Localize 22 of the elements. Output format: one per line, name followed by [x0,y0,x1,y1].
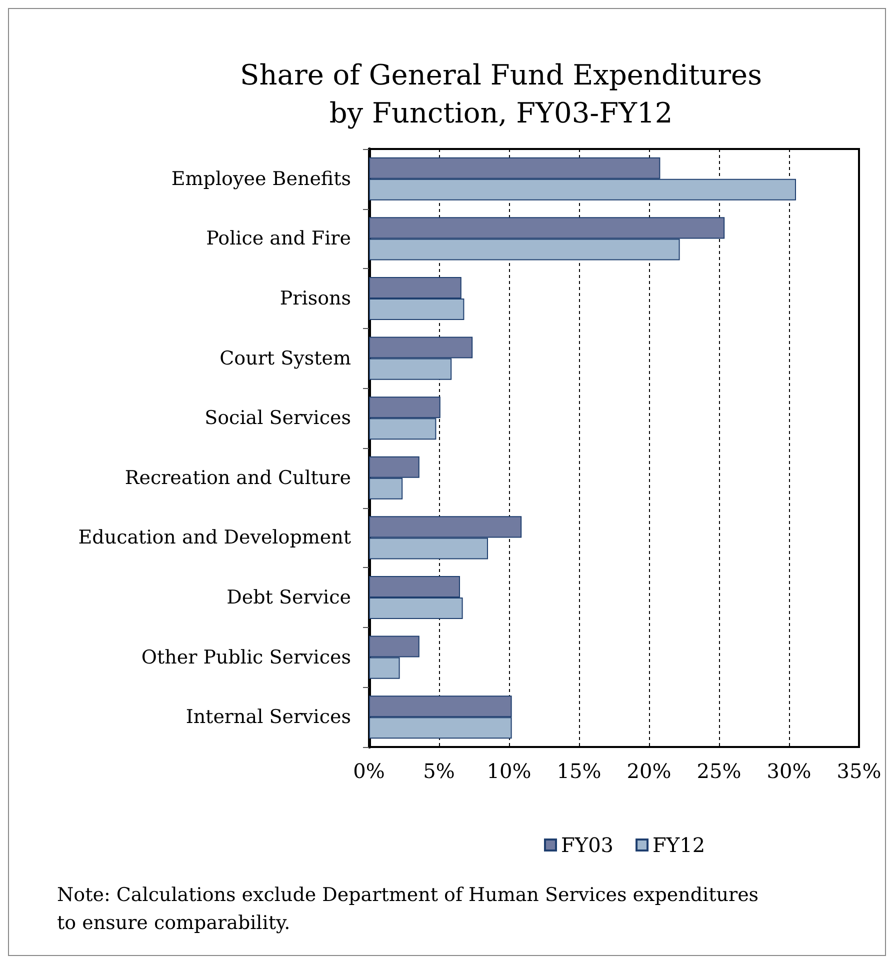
x-tick-label: 20% [626,759,672,783]
y-tick-label: Police and Fire [206,228,351,250]
x-tick-label: 35% [836,759,882,783]
text: Note: Calculations exclude Department of Human Services expenditures to ensure comparability. [57,884,765,934]
y-tick-label: Social Services [204,407,351,430]
y-tick-label: Employee Benefits [171,168,351,190]
chart-title: Share of General Fund Expenditures by Function, FY03-FY12 [240,58,762,130]
y-tick-label: Prisons [280,288,351,310]
y-tick-label: Education and Development [78,526,352,549]
x-tick-label: 0% [353,759,385,783]
x-tick-label: 30% [766,759,812,783]
x-tick-label: 10% [486,759,532,783]
x-tick-label: 15% [556,759,602,783]
x-tick-label: 5% [423,759,455,783]
legend-label: FY03 [561,833,614,857]
y-tick-label: Court System [220,347,351,370]
y-tick-label: Other Public Services [141,646,351,668]
y-tick-label: Debt Service [226,586,351,608]
y-tick-label: Internal Services [186,706,351,728]
x-tick-label: 25% [696,759,742,783]
y-tick-label: Recreation and Culture [124,466,351,489]
legend-label: FY12 [652,833,706,857]
